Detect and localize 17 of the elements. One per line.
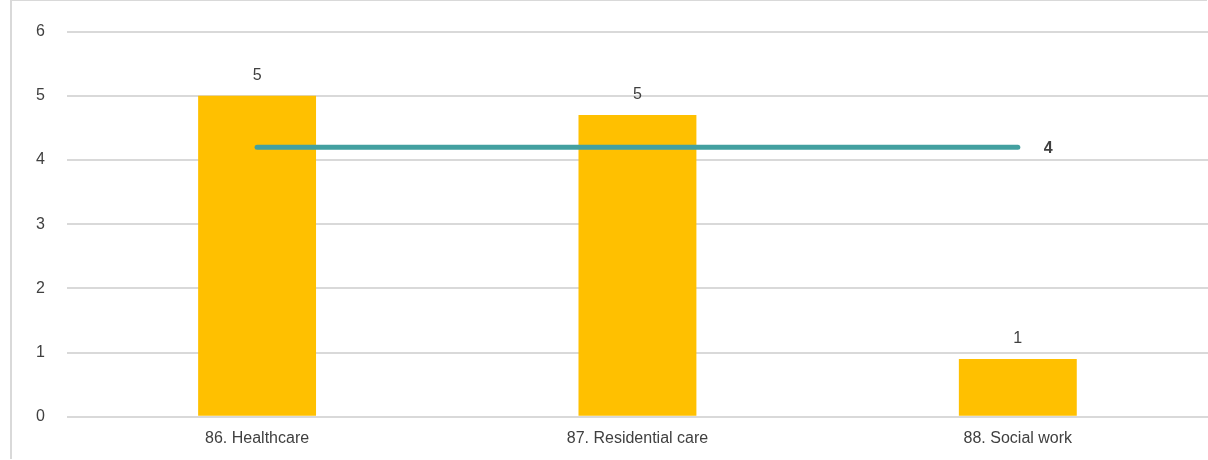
y-tick-label: 6 bbox=[35, 22, 45, 40]
data-label: 4 bbox=[1043, 138, 1053, 156]
x-tick-label: 88. Social work bbox=[963, 428, 1074, 446]
data-label: 5 bbox=[633, 85, 642, 103]
y-tick-label: 2 bbox=[35, 278, 45, 296]
y-tick-label: 1 bbox=[35, 343, 45, 361]
bar bbox=[578, 115, 697, 416]
bar bbox=[958, 359, 1077, 416]
y-tick-label: 5 bbox=[35, 86, 45, 104]
y-tick-label: 4 bbox=[35, 150, 45, 168]
y-tick-label: 0 bbox=[35, 407, 45, 425]
x-tick-label: 87. Residential care bbox=[566, 428, 709, 446]
data-label: 1 bbox=[1013, 329, 1023, 347]
bar bbox=[198, 95, 317, 416]
data-label: 5 bbox=[252, 66, 262, 84]
y-tick-label: 3 bbox=[35, 214, 45, 232]
x-tick-label: 86. Healthcare bbox=[205, 428, 310, 446]
